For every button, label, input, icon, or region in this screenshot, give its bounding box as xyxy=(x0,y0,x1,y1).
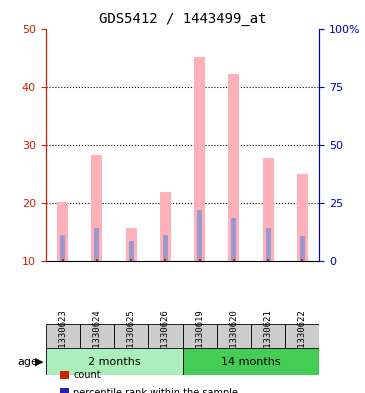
Bar xyxy=(199,259,201,261)
Bar xyxy=(129,241,134,261)
Bar xyxy=(182,348,319,375)
Text: GSM1330624: GSM1330624 xyxy=(92,309,101,363)
Text: GSM1330626: GSM1330626 xyxy=(161,309,170,363)
Text: percentile rank within the sample: percentile rank within the sample xyxy=(73,388,238,393)
Bar xyxy=(46,348,182,375)
Bar xyxy=(297,174,308,261)
Bar xyxy=(194,57,205,261)
Bar xyxy=(301,259,303,261)
Title: GDS5412 / 1443499_at: GDS5412 / 1443499_at xyxy=(99,12,266,26)
Bar xyxy=(60,235,65,261)
Text: GSM1330619: GSM1330619 xyxy=(195,309,204,363)
Text: 14 months: 14 months xyxy=(221,356,281,367)
Bar xyxy=(126,228,137,261)
Bar xyxy=(114,324,148,348)
Bar xyxy=(267,259,269,261)
Bar xyxy=(228,74,239,261)
Bar xyxy=(160,192,171,261)
Bar xyxy=(96,259,98,261)
Bar xyxy=(262,158,273,261)
Text: GSM1330625: GSM1330625 xyxy=(127,309,136,363)
Bar xyxy=(163,235,168,261)
Bar xyxy=(266,228,270,261)
Bar xyxy=(62,259,64,261)
Bar xyxy=(130,259,132,261)
Bar xyxy=(197,210,202,261)
Bar xyxy=(217,324,251,348)
Bar xyxy=(300,237,305,261)
Text: ▶: ▶ xyxy=(35,356,44,367)
Text: 2 months: 2 months xyxy=(88,356,141,367)
Bar xyxy=(164,259,166,261)
Text: GSM1330621: GSM1330621 xyxy=(264,309,273,363)
Bar xyxy=(148,324,182,348)
Bar xyxy=(251,324,285,348)
Text: GSM1330622: GSM1330622 xyxy=(298,309,307,363)
Bar xyxy=(57,202,68,261)
Bar xyxy=(231,218,236,261)
Bar xyxy=(285,324,319,348)
Bar xyxy=(92,155,103,261)
Bar xyxy=(95,228,99,261)
Text: GSM1330623: GSM1330623 xyxy=(58,309,67,363)
Text: count: count xyxy=(73,370,101,380)
Bar xyxy=(80,324,114,348)
Text: age: age xyxy=(18,356,38,367)
Bar xyxy=(182,324,217,348)
Bar xyxy=(233,259,235,261)
Text: GSM1330620: GSM1330620 xyxy=(229,309,238,363)
Bar xyxy=(46,324,80,348)
